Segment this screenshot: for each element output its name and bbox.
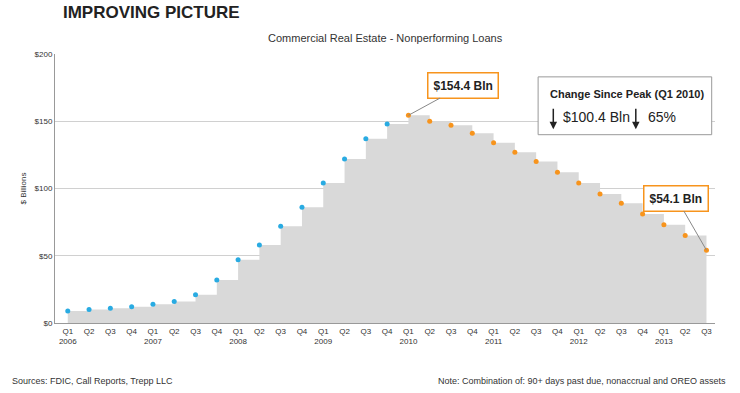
svg-text:$54.1 Bln: $54.1 Bln (650, 192, 703, 206)
svg-text:Q3: Q3 (190, 327, 201, 336)
svg-text:Q12008: Q12008 (229, 327, 247, 346)
svg-text:Change Since Peak (Q1 2010): Change Since Peak (Q1 2010) (550, 88, 704, 100)
svg-text:Q12012: Q12012 (570, 327, 588, 346)
svg-text:Q4: Q4 (211, 327, 222, 336)
svg-text:Q4: Q4 (382, 327, 393, 336)
svg-text:Q2: Q2 (254, 327, 265, 336)
svg-text:$0: $0 (43, 319, 52, 328)
svg-text:Q2: Q2 (595, 327, 606, 336)
svg-text:Q4: Q4 (467, 327, 478, 336)
svg-text:$154.4 Bln: $154.4 Bln (434, 79, 493, 93)
svg-text:Q4: Q4 (297, 327, 308, 336)
svg-text:$50: $50 (39, 252, 53, 261)
svg-text:Q3: Q3 (105, 327, 116, 336)
svg-text:Q2: Q2 (84, 327, 95, 336)
svg-text:$ Billions: $ Billions (19, 172, 28, 204)
svg-text:Q2: Q2 (169, 327, 180, 336)
svg-text:$200: $200 (35, 50, 53, 59)
svg-text:Q3: Q3 (446, 327, 457, 336)
svg-text:Q12007: Q12007 (144, 327, 162, 346)
svg-text:$100.4 Bln: $100.4 Bln (563, 109, 630, 125)
svg-text:Q2: Q2 (510, 327, 521, 336)
svg-text:Q3: Q3 (616, 327, 627, 336)
svg-text:Q4: Q4 (126, 327, 137, 336)
svg-text:Q3: Q3 (531, 327, 542, 336)
svg-text:Q2: Q2 (424, 327, 435, 336)
svg-text:Q12006: Q12006 (59, 327, 77, 346)
svg-text:Q12011: Q12011 (485, 327, 503, 346)
svg-text:Q3: Q3 (275, 327, 286, 336)
svg-text:Q2: Q2 (339, 327, 350, 336)
svg-text:Commercial Real Estate - Nonpe: Commercial Real Estate - Nonperforming L… (268, 32, 503, 44)
svg-text:Q12009: Q12009 (314, 327, 332, 346)
svg-text:$150: $150 (35, 117, 53, 126)
svg-text:Q12010: Q12010 (400, 327, 418, 346)
svg-text:IMPROVING PICTURE: IMPROVING PICTURE (63, 3, 240, 22)
svg-text:Q3: Q3 (701, 327, 712, 336)
svg-text:Q12013: Q12013 (655, 327, 673, 346)
svg-text:Sources: FDIC, Call Reports, T: Sources: FDIC, Call Reports, Trepp LLC (12, 376, 173, 386)
svg-text:Q4: Q4 (552, 327, 563, 336)
svg-text:Q3: Q3 (361, 327, 372, 336)
svg-text:Q2: Q2 (680, 327, 691, 336)
svg-text:65%: 65% (648, 109, 676, 125)
svg-text:Note: Combination of: 90+ days: Note: Combination of: 90+ days past due,… (438, 376, 726, 386)
svg-text:Q4: Q4 (637, 327, 648, 336)
svg-text:$100: $100 (35, 184, 53, 193)
